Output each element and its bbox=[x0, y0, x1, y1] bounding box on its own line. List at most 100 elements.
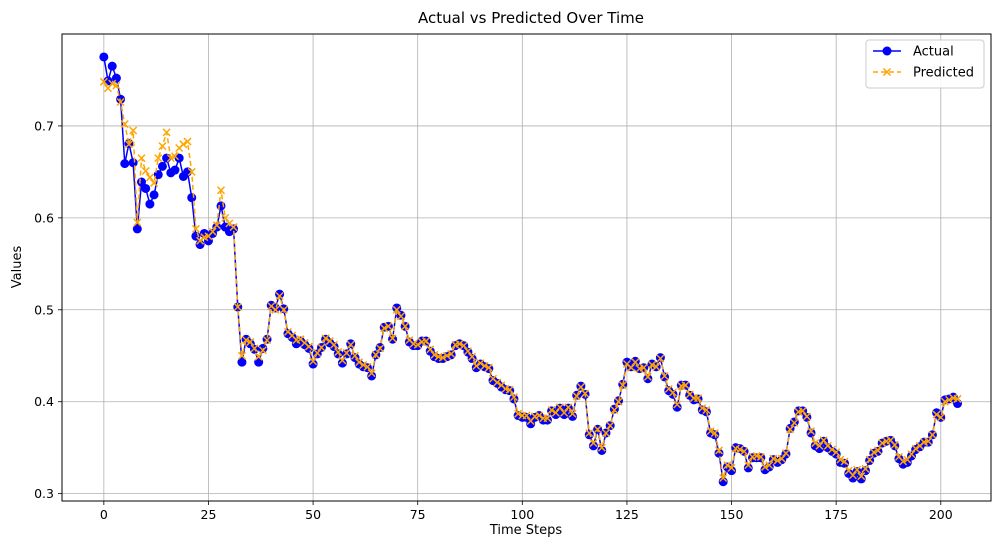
legend-predicted-marker bbox=[882, 67, 892, 77]
actual-point bbox=[856, 474, 866, 484]
actual-point bbox=[526, 419, 536, 429]
predicted-point bbox=[710, 428, 719, 438]
predicted-point bbox=[648, 360, 657, 369]
predicted-point bbox=[430, 350, 439, 359]
predicted-point bbox=[827, 445, 837, 454]
actual-point bbox=[216, 201, 226, 211]
predicted-point bbox=[246, 337, 255, 346]
predicted-point bbox=[836, 455, 845, 464]
predicted-point bbox=[555, 403, 565, 412]
actual-point bbox=[953, 399, 963, 409]
predicted-point bbox=[597, 443, 606, 452]
predicted-point bbox=[547, 405, 556, 415]
predicted-point bbox=[476, 359, 485, 368]
predicted-point bbox=[342, 348, 351, 358]
predicted-point bbox=[154, 154, 163, 163]
x-tick-label: 50 bbox=[305, 507, 321, 522]
actual-point bbox=[132, 224, 142, 234]
predicted-point bbox=[484, 363, 493, 372]
predicted-point bbox=[116, 97, 125, 107]
predicted-point bbox=[422, 337, 431, 346]
grid bbox=[62, 34, 991, 501]
predicted-point bbox=[702, 405, 711, 415]
actual-point bbox=[229, 224, 239, 234]
legend-box bbox=[865, 39, 985, 89]
actual-point bbox=[568, 411, 578, 421]
predicted-point bbox=[899, 457, 908, 466]
predicted-point bbox=[631, 358, 640, 367]
predicted-point bbox=[945, 395, 954, 404]
actual-point bbox=[275, 289, 285, 299]
predicted-point bbox=[355, 358, 364, 367]
predicted-point bbox=[811, 439, 820, 448]
x-tick-label: 200 bbox=[929, 507, 953, 522]
predicted-point bbox=[551, 408, 560, 417]
predicted-point bbox=[581, 389, 590, 398]
predicted-point bbox=[924, 437, 933, 446]
predicted-series bbox=[99, 77, 962, 483]
predicted-point bbox=[250, 344, 259, 353]
predicted-point bbox=[509, 393, 518, 402]
predicted-point bbox=[371, 350, 380, 359]
predicted-point bbox=[505, 385, 514, 394]
predicted-point bbox=[639, 363, 648, 372]
predicted-point bbox=[162, 128, 171, 137]
plot-frame bbox=[61, 33, 992, 502]
predicted-point bbox=[727, 463, 736, 472]
actual-point bbox=[367, 371, 377, 381]
predicted-point bbox=[907, 450, 916, 459]
actual-point bbox=[672, 402, 682, 412]
actual-point bbox=[174, 153, 184, 163]
predicted-point bbox=[208, 227, 217, 236]
predicted-point bbox=[150, 178, 159, 187]
predicted-point bbox=[401, 322, 410, 331]
x-tick-label: 100 bbox=[510, 507, 534, 522]
predicted-point bbox=[254, 352, 263, 361]
actual-point bbox=[588, 441, 598, 451]
y-axis: 0.3 0.4 0.5 0.6 0.7 bbox=[34, 118, 62, 501]
predicted-point bbox=[359, 360, 368, 369]
predicted-point bbox=[455, 339, 464, 348]
legend-predicted-label: Predicted bbox=[913, 66, 974, 81]
predicted-point bbox=[719, 473, 728, 483]
predicted-point bbox=[237, 351, 246, 360]
predicted-point bbox=[329, 340, 339, 349]
predicted-point bbox=[112, 81, 121, 90]
predicted-point bbox=[593, 425, 602, 434]
predicted-point bbox=[903, 455, 912, 464]
y-tick-label: 0.7 bbox=[34, 118, 54, 133]
predicted-point bbox=[384, 322, 393, 331]
predicted-point bbox=[183, 137, 192, 146]
x-axis: 0 25 50 75 100 125 150 175 200 bbox=[100, 501, 953, 522]
predicted-point bbox=[363, 362, 372, 371]
predicted-point bbox=[832, 448, 841, 457]
predicted-point bbox=[313, 348, 322, 358]
predicted-point bbox=[694, 394, 703, 403]
predicted-point bbox=[133, 218, 142, 227]
predicted-point bbox=[890, 440, 899, 449]
predicted-point bbox=[463, 347, 472, 356]
actual-point bbox=[107, 61, 117, 71]
predicted-point bbox=[773, 456, 782, 465]
predicted-point bbox=[129, 126, 138, 135]
predicted-point bbox=[233, 302, 242, 312]
predicted-point bbox=[601, 428, 611, 438]
actual-point bbox=[304, 343, 314, 353]
predicted-point bbox=[928, 430, 937, 439]
legend-actual-label: Actual bbox=[913, 45, 954, 60]
y-tick-label: 0.4 bbox=[34, 394, 54, 409]
actual-point bbox=[237, 357, 247, 367]
actual-point bbox=[333, 349, 343, 359]
predicted-point bbox=[723, 461, 732, 470]
predicted-point bbox=[380, 324, 389, 333]
y-axis-label: Values bbox=[10, 246, 25, 289]
predicted-point bbox=[413, 340, 422, 349]
predicted-point bbox=[535, 411, 544, 420]
predicted-point bbox=[744, 461, 753, 470]
predicted-point bbox=[472, 361, 481, 370]
predicted-point bbox=[468, 352, 477, 361]
predicted-point bbox=[279, 305, 288, 314]
predicted-point bbox=[698, 404, 707, 413]
predicted-point bbox=[953, 394, 962, 403]
actual-point bbox=[170, 165, 180, 175]
